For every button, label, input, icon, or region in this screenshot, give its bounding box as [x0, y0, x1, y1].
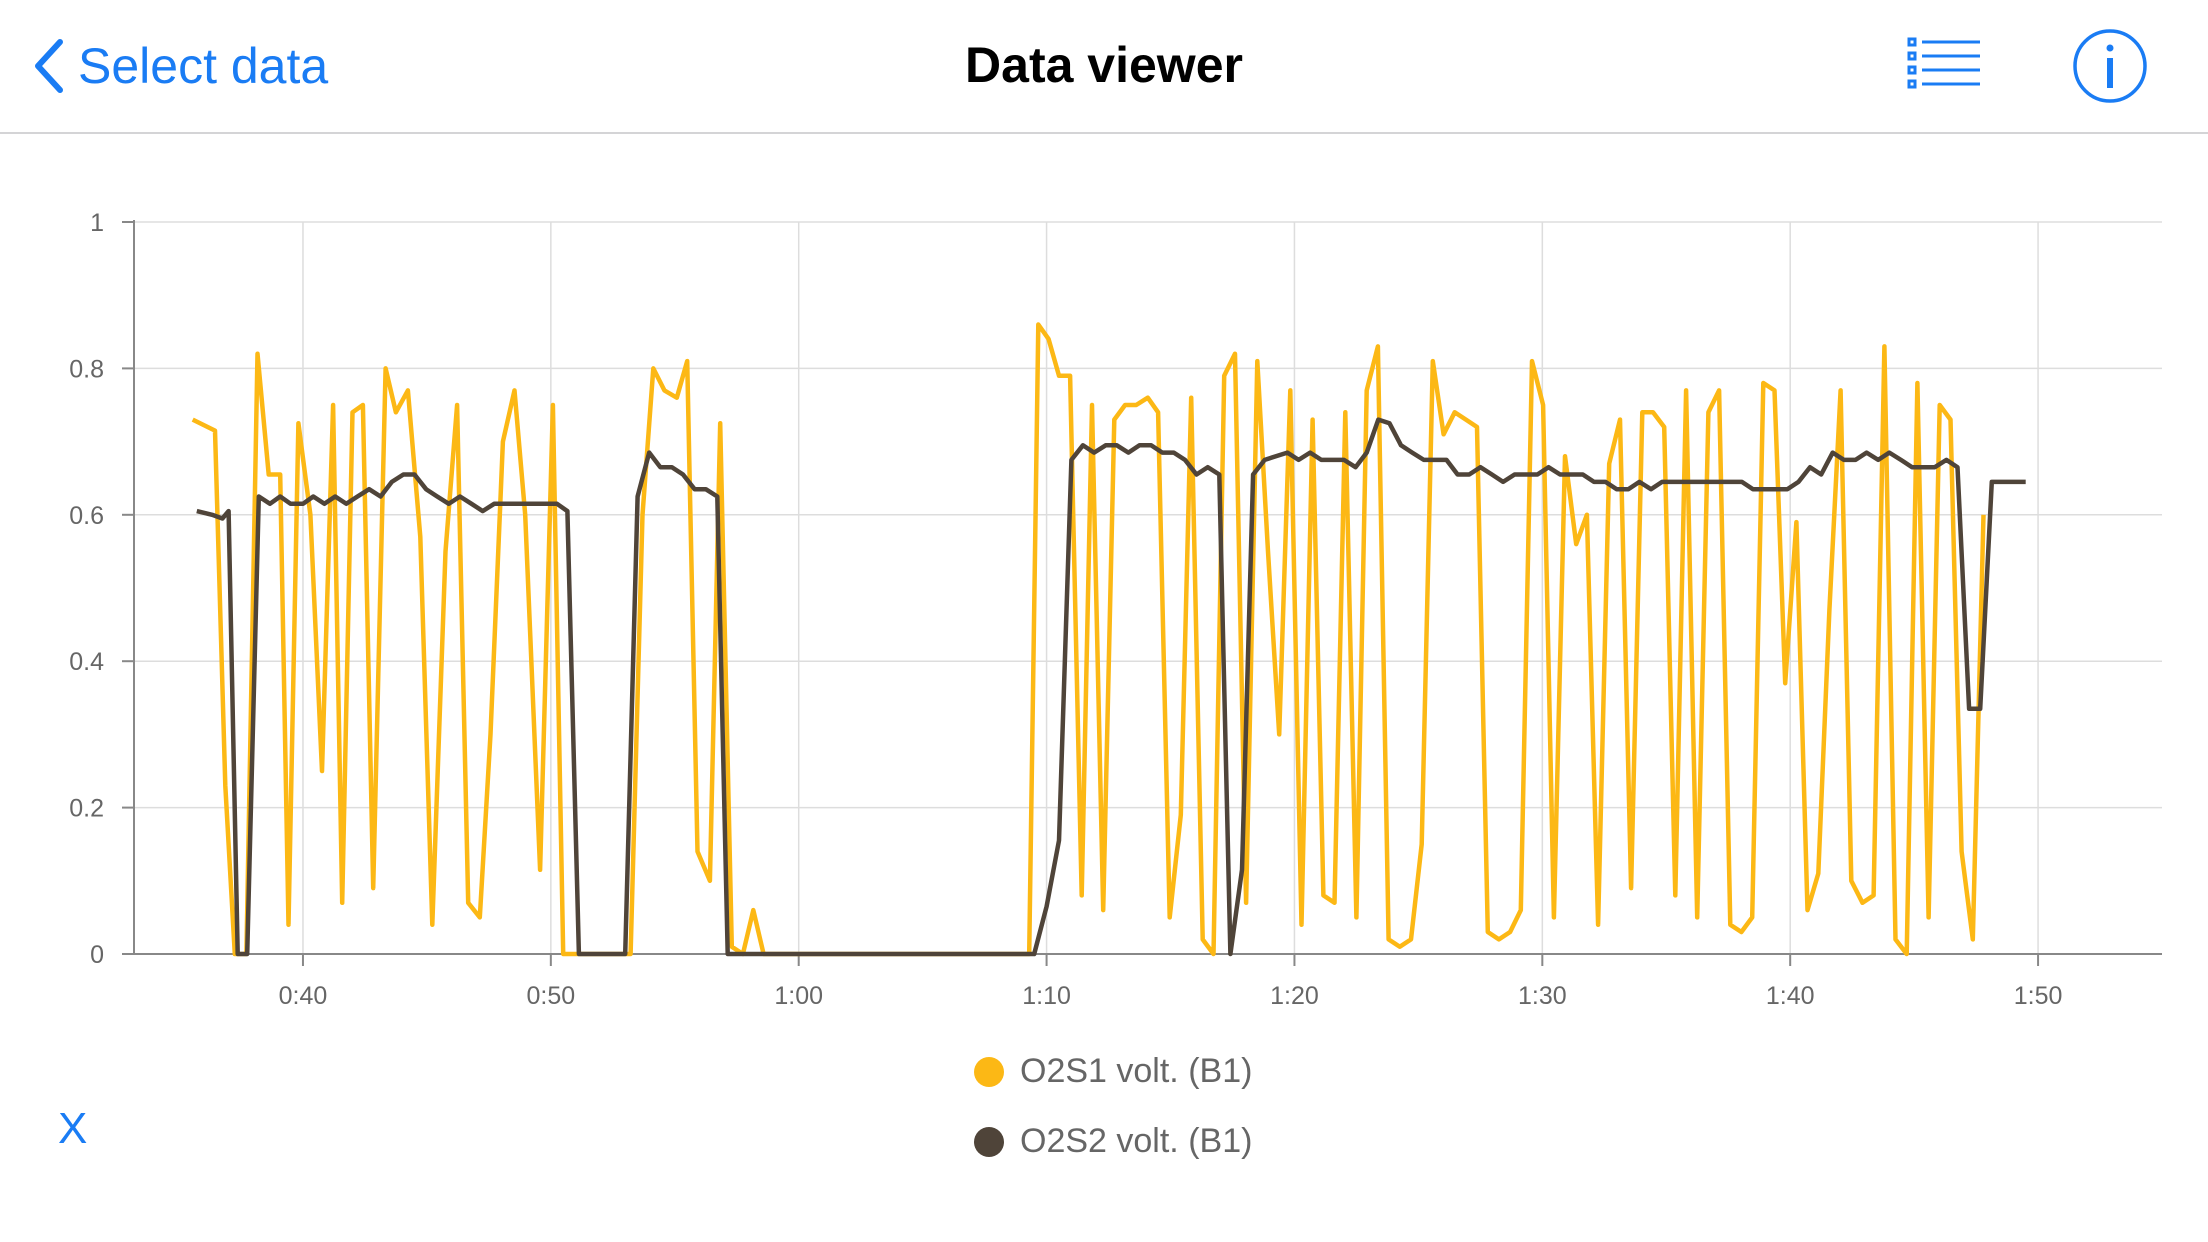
info-icon	[2073, 29, 2147, 103]
x-tick-label: 0:50	[527, 982, 576, 1010]
x-tick-label: 1:50	[2014, 982, 2063, 1010]
info-button[interactable]	[2072, 28, 2148, 104]
page-title: Data viewer	[965, 37, 1243, 93]
y-tick-label: 0.6	[69, 502, 104, 530]
legend-swatch-o2s1	[974, 1056, 1004, 1087]
legend-swatch-o2s2	[974, 1126, 1004, 1157]
x-axis-selector[interactable]: X	[58, 1104, 88, 1153]
x-tick-label: 1:00	[774, 982, 823, 1010]
back-button-label: Select data	[78, 38, 329, 94]
back-button[interactable]: Select data	[34, 30, 328, 102]
legend-item-o2s2[interactable]: O2S2 volt. (B1)	[974, 1122, 1252, 1161]
list-button[interactable]	[1906, 34, 1986, 94]
line-chart: 0 0.2 0.4 0.6 0.8 1 0:40 0:50 1:00 1:10 1:20 1:30 1:…	[69, 209, 2162, 1010]
y-tick-label: 0.8	[69, 355, 104, 383]
y-tick-label: 0.2	[69, 795, 104, 823]
y-tick-label: 1	[90, 209, 104, 237]
chevron-left-icon	[35, 39, 63, 93]
series-line-2	[196, 417, 2026, 957]
y-tick-label: 0.4	[69, 648, 104, 676]
x-tick-label: 1:30	[1518, 982, 1567, 1010]
list-icon	[1907, 37, 1980, 89]
navigation-bar: Select data Data viewer	[0, 0, 2208, 134]
y-tick-label: 0	[90, 941, 104, 969]
x-tick-label: 0:40	[279, 982, 328, 1010]
x-tick-label: 1:20	[1270, 982, 1319, 1010]
x-tick-label: 1:40	[1766, 982, 1815, 1010]
legend-label-o2s1: O2S1 volt. (B1)	[1020, 1052, 1253, 1090]
x-tick-label: 1:10	[1022, 982, 1071, 1010]
series-line-1	[191, 322, 1986, 957]
legend-item-o2s1[interactable]: O2S1 volt. (B1)	[974, 1052, 1252, 1091]
legend-label-o2s2: O2S2 volt. (B1)	[1020, 1122, 1253, 1160]
